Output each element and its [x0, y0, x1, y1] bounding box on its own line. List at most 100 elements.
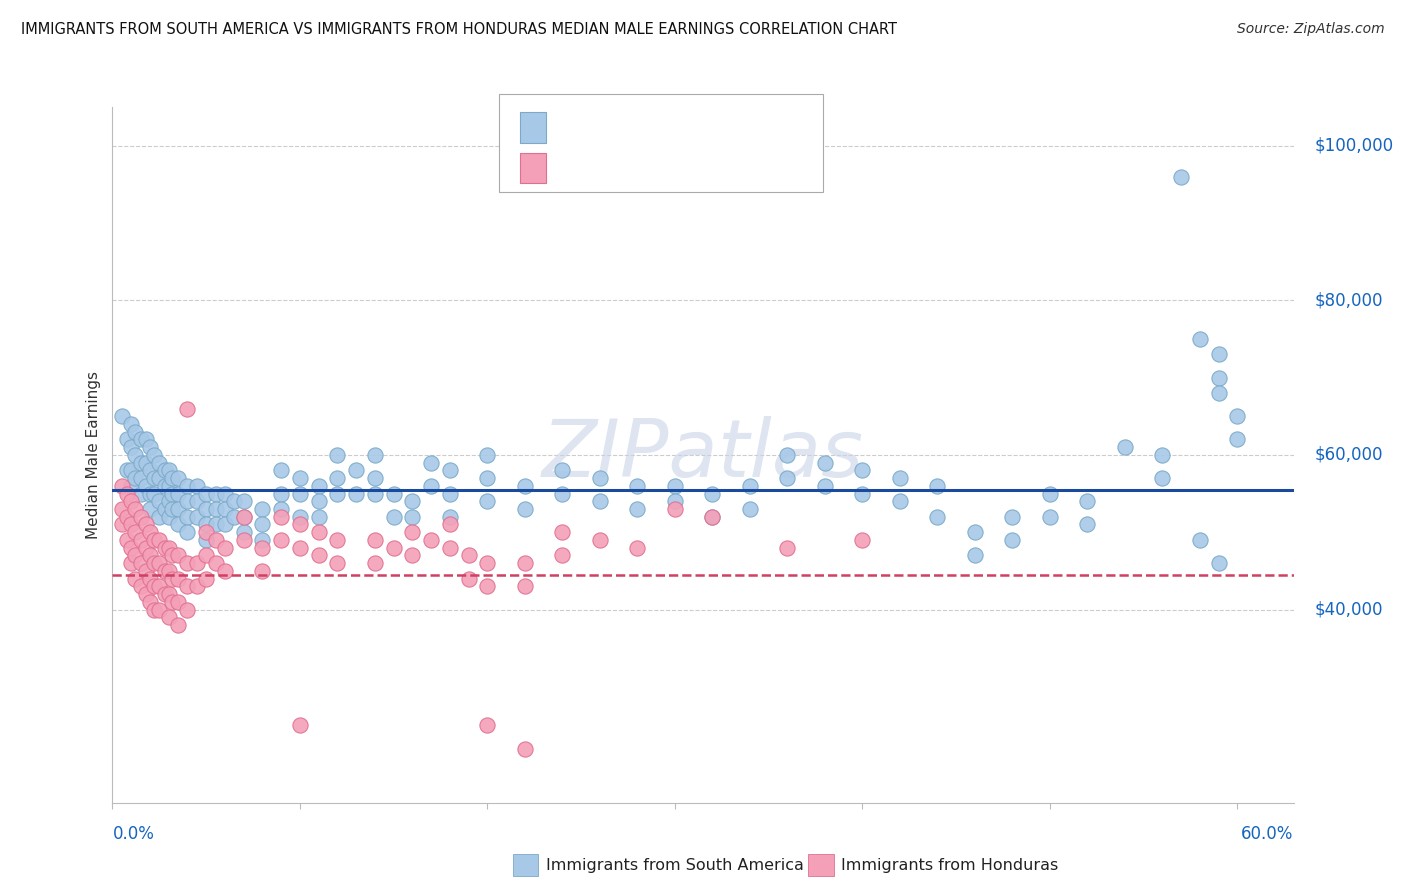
Point	[513, 502, 536, 516]
Point	[439, 486, 461, 500]
Point	[176, 494, 198, 508]
Point	[851, 533, 873, 547]
Point	[288, 509, 311, 524]
Point	[364, 556, 387, 570]
Point	[589, 533, 612, 547]
Point	[117, 486, 139, 500]
Point	[214, 517, 236, 532]
Point	[738, 479, 761, 493]
Text: Source: ZipAtlas.com: Source: ZipAtlas.com	[1237, 22, 1385, 37]
Point	[1208, 347, 1230, 361]
Point	[195, 486, 218, 500]
Point	[148, 509, 170, 524]
Point	[776, 471, 799, 485]
Point	[139, 572, 162, 586]
Point	[162, 572, 184, 586]
Point	[204, 533, 226, 547]
Point	[439, 509, 461, 524]
Point	[214, 502, 236, 516]
Point	[252, 541, 274, 555]
Point	[477, 494, 499, 508]
Point	[344, 486, 367, 500]
Point	[124, 448, 146, 462]
Point	[142, 556, 165, 570]
Point	[176, 479, 198, 493]
Point	[157, 541, 180, 555]
Point	[889, 494, 911, 508]
Point	[162, 595, 184, 609]
Point	[270, 502, 292, 516]
Point	[117, 463, 139, 477]
Point	[1152, 471, 1174, 485]
Point	[153, 479, 176, 493]
Text: 102: 102	[692, 119, 727, 136]
Point	[153, 463, 176, 477]
Point	[326, 448, 349, 462]
Point	[120, 541, 142, 555]
Point	[167, 595, 190, 609]
Point	[148, 494, 170, 508]
Point	[111, 517, 134, 532]
Point	[195, 572, 218, 586]
Point	[148, 579, 170, 593]
Point	[814, 456, 837, 470]
Point	[148, 471, 170, 485]
Point	[1226, 433, 1249, 447]
Point	[124, 425, 146, 439]
Point	[129, 486, 152, 500]
Point	[142, 602, 165, 616]
Point	[963, 525, 986, 540]
Point	[162, 486, 184, 500]
Point	[664, 479, 686, 493]
Text: 66: 66	[692, 159, 714, 177]
Point	[702, 509, 724, 524]
Point	[270, 486, 292, 500]
Point	[214, 486, 236, 500]
Point	[153, 541, 176, 555]
Point	[626, 541, 648, 555]
Point	[513, 479, 536, 493]
Point	[288, 517, 311, 532]
Text: 0.018: 0.018	[595, 159, 647, 177]
Point	[382, 509, 405, 524]
Text: Immigrants from South America: Immigrants from South America	[546, 858, 803, 872]
Point	[204, 517, 226, 532]
Point	[401, 549, 423, 563]
Point	[120, 463, 142, 477]
Point	[1114, 440, 1136, 454]
Point	[124, 549, 146, 563]
Point	[129, 556, 152, 570]
Point	[124, 502, 146, 516]
Point	[120, 556, 142, 570]
Point	[167, 471, 190, 485]
Point	[176, 579, 198, 593]
Point	[513, 556, 536, 570]
Point	[439, 541, 461, 555]
Point	[288, 718, 311, 732]
Point	[157, 494, 180, 508]
Point	[176, 602, 198, 616]
Point	[186, 556, 208, 570]
Point	[139, 502, 162, 516]
Point	[288, 486, 311, 500]
Point	[176, 525, 198, 540]
Point	[1208, 386, 1230, 401]
Point	[167, 549, 190, 563]
Point	[589, 471, 612, 485]
Point	[153, 587, 176, 601]
Point	[139, 595, 162, 609]
Point	[851, 486, 873, 500]
Point	[111, 409, 134, 424]
Point	[1039, 486, 1062, 500]
Point	[162, 549, 184, 563]
Point	[626, 479, 648, 493]
Point	[626, 502, 648, 516]
Point	[153, 564, 176, 578]
Point	[401, 509, 423, 524]
Point	[1208, 370, 1230, 384]
Text: 0.011: 0.011	[595, 119, 647, 136]
Point	[664, 502, 686, 516]
Point	[167, 572, 190, 586]
Point	[153, 502, 176, 516]
Point	[157, 509, 180, 524]
